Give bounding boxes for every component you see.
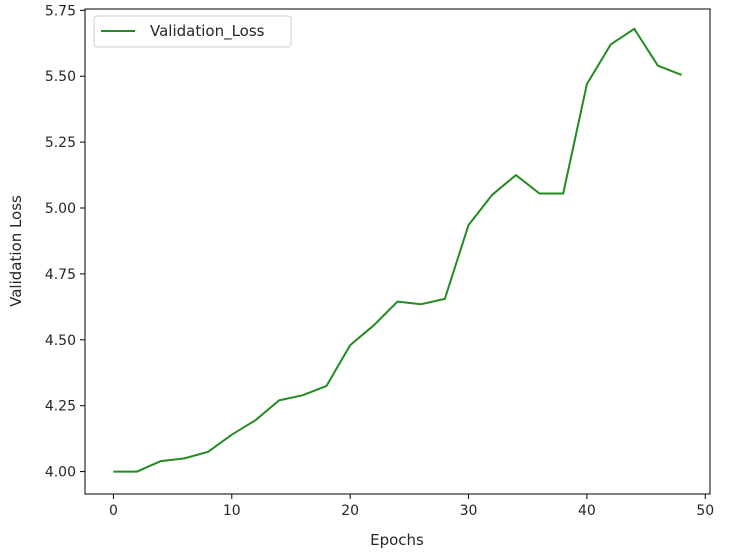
- x-tick-label: 10: [223, 503, 241, 519]
- x-tick-label: 30: [460, 503, 478, 519]
- x-axis: 0 10 20 30 40 50: [109, 494, 714, 519]
- plot-area: [84, 8, 711, 495]
- x-tick-label: 50: [696, 503, 714, 519]
- y-tick-label: 4.25: [45, 399, 76, 415]
- x-tick-label: 20: [341, 503, 359, 519]
- legend-box: [93, 15, 292, 48]
- y-tick-label: 5.50: [45, 69, 76, 85]
- legend-label: Validation_Loss: [150, 22, 265, 41]
- y-tick-label: 4.00: [45, 465, 76, 481]
- y-tick-label: 4.50: [45, 333, 76, 349]
- x-axis-title: Epochs: [370, 531, 424, 549]
- legend: Validation_Loss: [93, 15, 292, 48]
- plot-frame: [84, 8, 711, 495]
- series-line-validation-loss: [113, 27, 682, 473]
- y-axis: 4.00 4.25 4.50 4.75 5.00 5.25 5.50 5.75: [45, 3, 85, 481]
- y-axis-title: Validation Loss: [7, 195, 25, 307]
- y-tick-label: 5.00: [45, 201, 76, 217]
- x-tick-label: 0: [109, 503, 118, 519]
- y-tick-label: 4.75: [45, 267, 76, 283]
- x-tick-label: 40: [578, 503, 596, 519]
- y-tick-label: 5.75: [45, 3, 76, 19]
- y-tick-label: 5.25: [45, 135, 76, 151]
